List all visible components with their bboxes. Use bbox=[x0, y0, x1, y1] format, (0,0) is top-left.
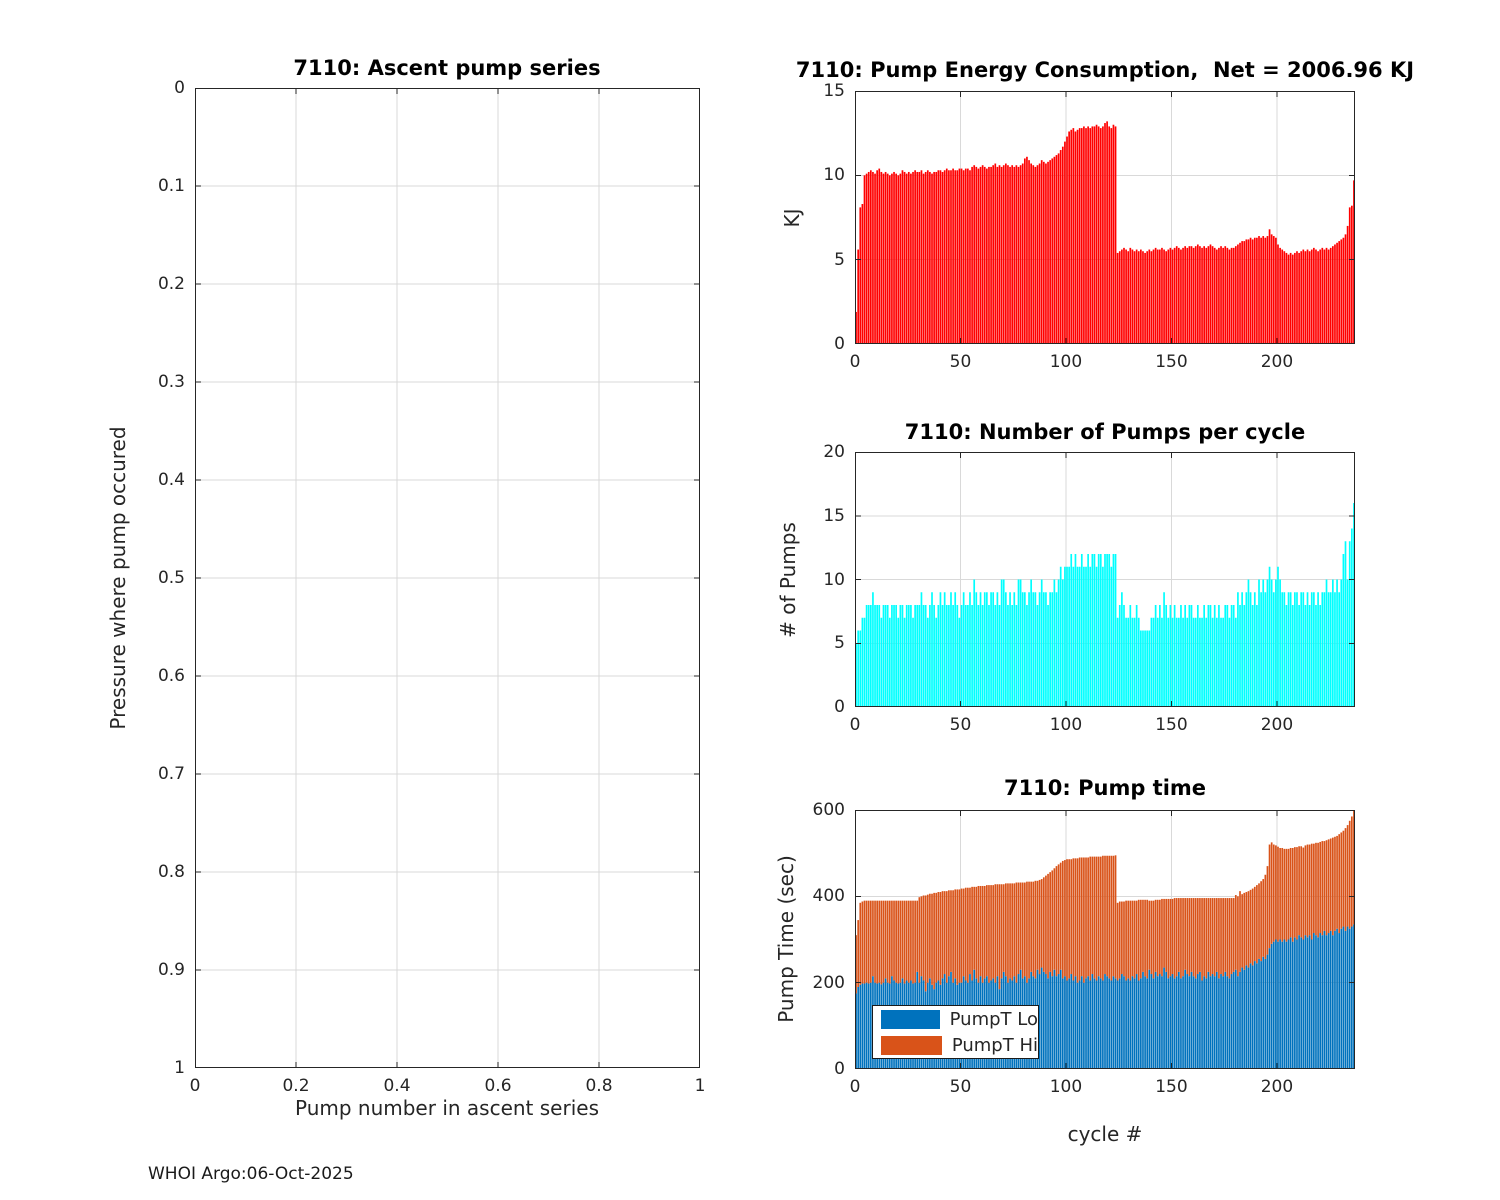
pumptime-y-tick-label: 200 bbox=[812, 972, 845, 993]
pumps-x-tick-label: 0 bbox=[849, 715, 861, 735]
pumptime-x-tick-label: 150 bbox=[1155, 1077, 1188, 1097]
pumps-y-tick-label: 20 bbox=[823, 442, 845, 462]
energy-x-tick-label: 100 bbox=[1049, 352, 1083, 372]
ascent-y-tick-label: 0.6 bbox=[157, 666, 185, 686]
ascent-y-tick-label: 0.3 bbox=[157, 372, 185, 392]
pumps-x-tick-label: 150 bbox=[1155, 715, 1188, 735]
pumptime-y-tick-label: 0 bbox=[834, 1059, 845, 1079]
pumptime-x-axis-label: cycle # bbox=[1067, 1122, 1143, 1146]
ascent-x-tick-label: 1 bbox=[694, 1076, 706, 1096]
ascent-y-tick-label: 0.4 bbox=[157, 470, 185, 490]
legend-swatch-lo bbox=[881, 1009, 940, 1029]
ascent-x-tick-label: 0.6 bbox=[484, 1076, 512, 1096]
pumps-x-tick-label: 50 bbox=[949, 715, 972, 735]
energy-y-tick-label: 5 bbox=[834, 249, 845, 270]
ascent-plot-title: 7110: Ascent pump series bbox=[293, 56, 601, 80]
ascent-y-tick-label: 0.8 bbox=[157, 862, 185, 882]
legend-item-hi: PumpT Hi bbox=[873, 1035, 1038, 1056]
energy-x-tick-label: 150 bbox=[1155, 352, 1188, 372]
ascent-y-tick-label: 0.9 bbox=[157, 960, 185, 980]
ascent-y-tick-label: 0.1 bbox=[157, 176, 185, 196]
energy-x-tick-label: 50 bbox=[949, 352, 972, 372]
ascent-x-tick-label: 0.2 bbox=[282, 1076, 310, 1096]
pumps-y-tick-label: 0 bbox=[834, 697, 845, 717]
ascent-y-tick-label: 0.5 bbox=[157, 568, 185, 588]
energy-y-tick-label: 15 bbox=[823, 81, 845, 101]
pumps-plot-title: 7110: Number of Pumps per cycle bbox=[904, 420, 1306, 444]
legend-label-hi: PumpT Hi bbox=[951, 1034, 1038, 1056]
energy-y-tick-label: 0 bbox=[834, 334, 845, 354]
energy-y-axis-label: KJ bbox=[780, 208, 804, 228]
energy-plot-title: 7110: Pump Energy Consumption, Net = 200… bbox=[795, 58, 1415, 82]
pumptime-plot-title: 7110: Pump time bbox=[1003, 776, 1207, 800]
pumps-y-tick-label: 10 bbox=[823, 569, 845, 590]
legend-item-lo: PumpT Lo bbox=[873, 1009, 1038, 1030]
pumps-plot-canvas bbox=[855, 452, 1355, 707]
energy-y-tick-label: 10 bbox=[823, 165, 845, 186]
pumptime-y-tick-label: 600 bbox=[812, 800, 845, 820]
pumptime-y-tick-label: 400 bbox=[812, 886, 845, 907]
pumps-x-tick-label: 100 bbox=[1049, 715, 1083, 735]
ascent-x-tick-label: 0.8 bbox=[585, 1076, 613, 1096]
pumptime-x-tick-label: 50 bbox=[949, 1077, 972, 1097]
ascent-x-tick-label: 0.4 bbox=[383, 1076, 411, 1096]
ascent-x-axis-label: Pump number in ascent series bbox=[294, 1096, 599, 1120]
energy-x-tick-label: 0 bbox=[849, 352, 861, 372]
pumps-y-tick-label: 15 bbox=[823, 505, 845, 526]
legend-swatch-hi bbox=[881, 1035, 942, 1055]
pumptime-y-axis-label: Pump Time (sec) bbox=[774, 855, 798, 1023]
pumptime-x-tick-label: 0 bbox=[849, 1077, 861, 1097]
ascent-y-tick-label: 0 bbox=[174, 78, 185, 98]
pumps-y-tick-label: 5 bbox=[834, 633, 845, 654]
pump-time-legend: PumpT Lo PumpT Hi bbox=[872, 1005, 1039, 1059]
pumptime-x-tick-label: 200 bbox=[1260, 1077, 1294, 1097]
energy-x-tick-label: 200 bbox=[1260, 352, 1294, 372]
energy-plot-canvas bbox=[855, 91, 1355, 344]
ascent-y-tick-label: 1 bbox=[174, 1058, 185, 1078]
ascent-x-tick-label: 0 bbox=[189, 1076, 201, 1096]
figure-footer-text: WHOI Argo:06-Oct-2025 bbox=[148, 1164, 354, 1184]
pumptime-x-tick-label: 100 bbox=[1049, 1077, 1083, 1097]
ascent-y-tick-label: 0.2 bbox=[157, 274, 185, 294]
pumps-x-tick-label: 200 bbox=[1260, 715, 1294, 735]
legend-label-lo: PumpT Lo bbox=[949, 1008, 1038, 1030]
ascent-plot-canvas bbox=[195, 88, 700, 1068]
ascent-y-tick-label: 0.7 bbox=[157, 764, 185, 784]
